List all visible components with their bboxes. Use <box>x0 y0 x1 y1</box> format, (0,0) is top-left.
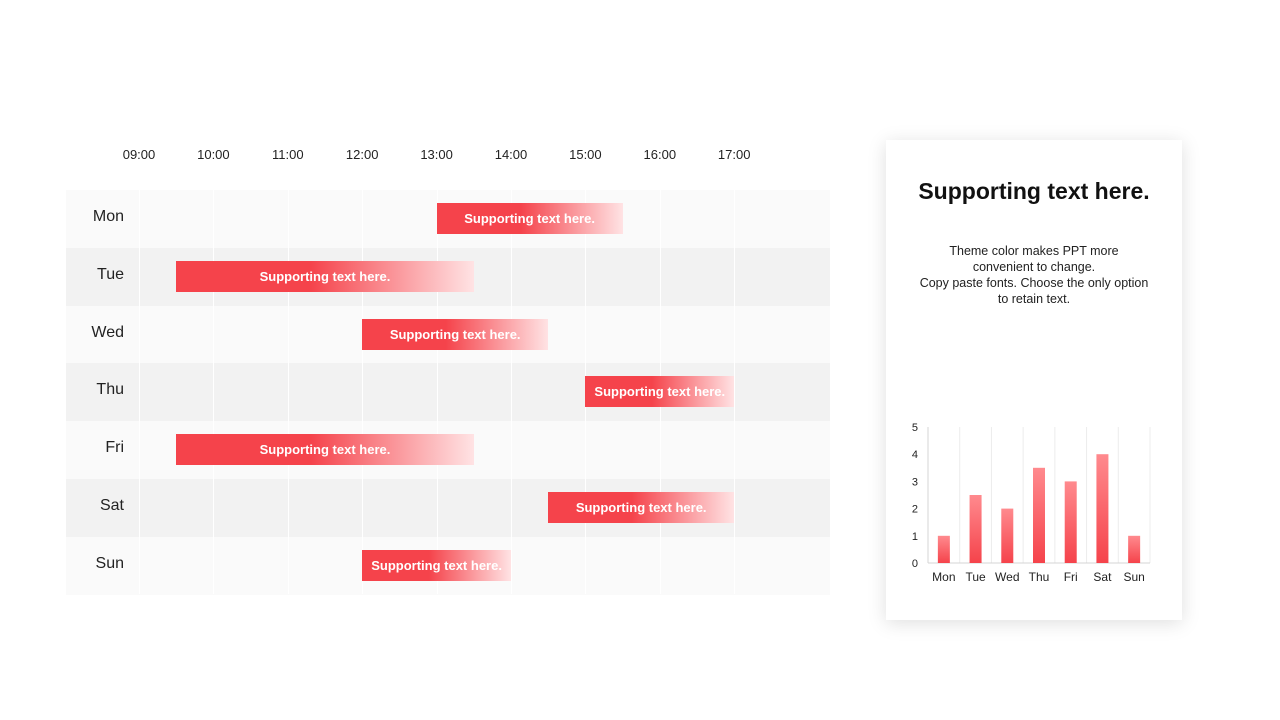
day-label: Sat <box>99 497 124 514</box>
hour-gridline <box>436 190 438 594</box>
card-body-line: to retain text. <box>997 292 1071 306</box>
chart-x-tick-label: Tue <box>965 570 986 584</box>
hour-label: 15:00 <box>569 147 602 162</box>
card-body: Theme color makes PPT more convenient to… <box>902 243 1166 307</box>
card-title: Supporting text here. <box>918 178 1150 204</box>
chart-y-tick-label: 5 <box>912 422 918 434</box>
hour-gridline <box>511 190 512 594</box>
chart-y-tick-label: 1 <box>912 531 918 543</box>
hour-gridline <box>287 190 289 594</box>
chart-y-tick-label: 2 <box>912 504 918 516</box>
task-bar[interactable]: Supporting text here. <box>585 376 735 408</box>
hour-label: 17:00 <box>717 147 751 162</box>
card-body-line: convenient to change. <box>972 260 1096 274</box>
hour-gridline <box>213 190 215 594</box>
day-label: Wed <box>91 323 124 341</box>
hour-label: 09:00 <box>122 147 156 162</box>
chart-bar <box>1128 535 1141 563</box>
hour-gridline <box>139 190 140 594</box>
chart-x-tick-label: Mon <box>932 570 955 584</box>
chart-bar <box>1001 508 1014 563</box>
chart-bar <box>1033 467 1045 563</box>
hour-label: 13:00 <box>420 147 453 162</box>
chart-x-tick-label: Fri <box>1064 570 1078 584</box>
task-bar[interactable]: Supporting text here. <box>548 492 735 523</box>
hour-label: 16:00 <box>643 147 677 162</box>
day-label: Mon <box>92 208 124 225</box>
chart-bar <box>1096 454 1109 563</box>
chart-bar <box>969 495 982 563</box>
card-body-line: Copy paste fonts. Choose the only option <box>919 276 1149 290</box>
mini-bar-chart: 0 1 2 3 4 5 Mon Tue Wed Thu Fri Sat Sun <box>912 422 1151 584</box>
chart-bar <box>1064 481 1077 563</box>
task-bar[interactable]: Supporting text here. <box>176 260 474 292</box>
hour-label: 11:00 <box>272 147 304 162</box>
task-bar[interactable]: Supporting text here. <box>362 318 549 350</box>
chart-y-tick-label: 0 <box>912 558 918 570</box>
hour-label: 10:00 <box>197 147 230 162</box>
chart-y-tick-label: 4 <box>912 449 918 461</box>
card-body-line: Theme color makes PPT more <box>949 244 1119 258</box>
chart-y-tick-label: 3 <box>912 476 918 488</box>
chart-x-tick-label: Thu <box>1029 570 1050 584</box>
chart-x-tick-label: Wed <box>995 570 1019 584</box>
hour-label: 12:00 <box>345 147 379 162</box>
hour-label: 14:00 <box>494 147 528 162</box>
task-bar[interactable]: Supporting text here. <box>362 549 511 581</box>
day-label: Tue <box>97 265 124 283</box>
task-bar[interactable]: Supporting text here. <box>436 203 623 234</box>
summary-card: Supporting text here. Theme color makes … <box>886 140 1182 620</box>
day-label: Sun <box>95 554 124 572</box>
weekly-schedule: 09:00 10:00 11:00 12:00 13:00 14:00 15:00 16:00… <box>66 147 830 594</box>
chart-x-tick-label: Sun <box>1123 570 1144 584</box>
chart-x-tick-label: Sat <box>1093 570 1112 584</box>
day-label: Fri <box>105 439 124 457</box>
hour-gridline <box>734 190 736 594</box>
task-bar[interactable]: Supporting text here. <box>176 434 474 466</box>
hour-gridline <box>362 190 364 594</box>
day-label: Thu <box>96 381 124 399</box>
chart-bar <box>937 535 950 563</box>
